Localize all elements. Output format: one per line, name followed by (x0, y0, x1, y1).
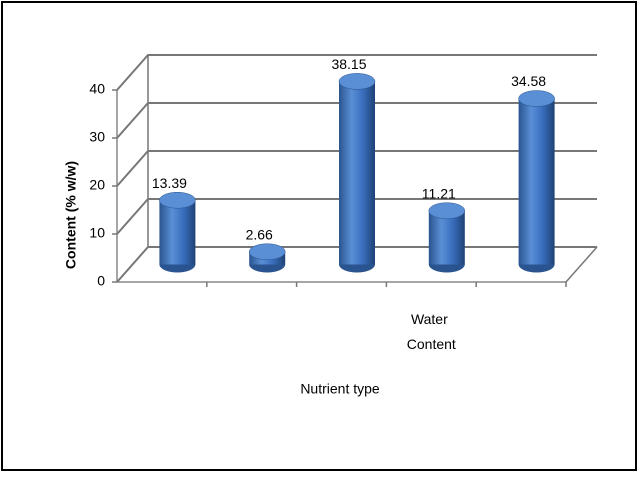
bar (159, 200, 196, 265)
data-label: 34.58 (511, 73, 546, 89)
bar-top (428, 202, 466, 219)
data-label: 2.66 (246, 226, 273, 242)
bar (339, 81, 375, 265)
grid-line (116, 102, 597, 139)
bar (428, 210, 465, 265)
data-label: 13.39 (152, 175, 187, 191)
bar-top (518, 90, 555, 107)
bar (518, 98, 555, 265)
y-tick-label: 10 (89, 225, 105, 241)
x-tick-label: Water Content (407, 311, 456, 352)
grid-line (116, 150, 597, 187)
y-tick-label: 40 (89, 81, 105, 97)
y-tick-label: 30 (89, 129, 105, 145)
data-label: 38.15 (331, 56, 366, 72)
y-axis-label: Content (% w/w) (63, 161, 79, 269)
bar-top (338, 73, 376, 90)
y-tick-label: 20 (89, 177, 105, 193)
x-axis-label: Nutrient type (300, 381, 380, 397)
bar-top (248, 243, 286, 260)
floor-edge (565, 246, 598, 283)
bar-top (159, 191, 196, 209)
grid-line (116, 198, 597, 235)
grid-line (116, 54, 597, 91)
y-tick-label: 0 (97, 273, 105, 289)
data-label: 11.21 (422, 185, 456, 201)
